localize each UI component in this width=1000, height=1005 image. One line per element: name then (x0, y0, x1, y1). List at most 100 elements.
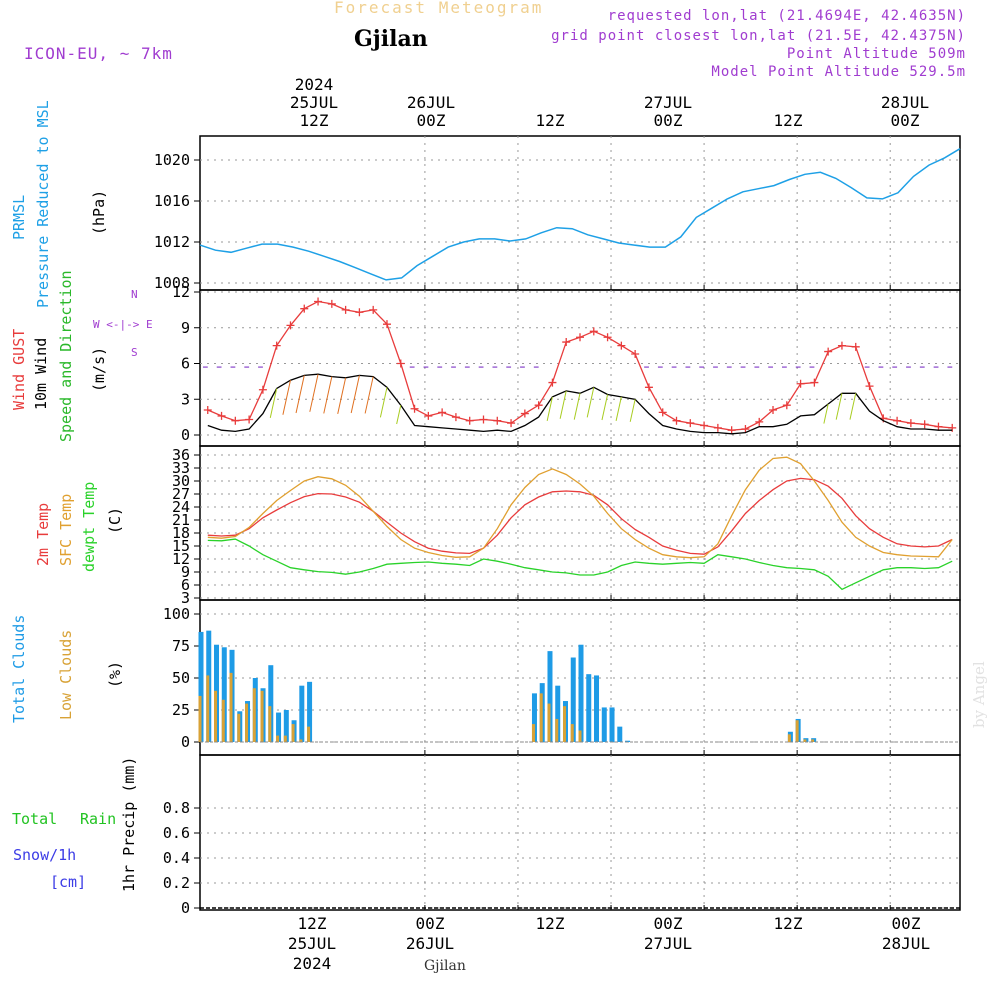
wind-direction-arrow (629, 399, 636, 422)
y-tick-label: 0.4 (163, 849, 190, 867)
gust-point-marker (286, 321, 295, 330)
gust-point-marker (755, 417, 764, 426)
y-tick-label: 1020 (154, 151, 190, 169)
y-tick-label: 9 (181, 563, 190, 581)
wind-direction-arrow (396, 405, 402, 425)
pressure-label: PRMSL (10, 194, 28, 240)
y-tick-label: 27 (172, 485, 190, 503)
low-cloud-bar (276, 735, 280, 742)
gust-point-marker (851, 342, 860, 351)
gust-point-marker (727, 426, 736, 435)
low-cloud-bar (291, 724, 295, 742)
gust-point-marker (865, 382, 874, 391)
total-cloud-bar (601, 707, 607, 742)
gust-point-marker (617, 341, 626, 350)
gust-point-marker (382, 320, 391, 329)
location-title: Gjilan (354, 26, 428, 52)
y-tick-label: 24 (172, 498, 190, 516)
top-axis-label: 12Z (773, 111, 803, 130)
total-cloud-bar (609, 707, 615, 742)
model-name: ICON-EU, ~ 7km (24, 44, 173, 63)
bottom-axis-label: 00Z 26JUL (405, 914, 455, 953)
point-altitude: Point Altitude 509m (786, 46, 966, 62)
gust-point-marker (327, 299, 336, 308)
snow-unit: [cm] (50, 873, 87, 891)
gust-point-marker (644, 383, 653, 392)
top-axis-label: 12Z (535, 111, 565, 130)
gust-point-marker (203, 405, 212, 414)
gust-point-marker (341, 305, 350, 314)
low-cloud-bar (539, 693, 543, 742)
gust-point-marker (672, 416, 681, 425)
wind-direction-arrow (559, 390, 567, 419)
dewpoint-label: dewpt Temp (80, 481, 98, 572)
y-tick-label: 50 (172, 669, 190, 687)
wind-direction-arrow (615, 396, 622, 422)
y-tick-label: 100 (163, 605, 190, 623)
low-cloud-bar (307, 726, 311, 742)
low-cloud-bar (562, 706, 566, 742)
y-tick-label: 25 (172, 701, 190, 719)
sfc-temp-series-line (207, 456, 953, 559)
total-cloud-bar (547, 651, 553, 742)
gust-point-marker (934, 422, 943, 431)
snow-label: Snow/1h (13, 846, 77, 864)
pressure-series-line (199, 148, 961, 281)
low-cloud-bar (795, 720, 799, 742)
y-tick-label: 36 (172, 446, 190, 464)
low-cloud-bar (229, 672, 233, 742)
y-tick-label: 9 (181, 319, 190, 337)
dewpt-temp-series-line (207, 538, 953, 591)
temp-unit: (C) (106, 506, 124, 534)
total-cloud-bar (299, 685, 305, 742)
t2m-label: 2m Temp (34, 502, 52, 566)
gust-point-marker (769, 405, 778, 414)
temperature-frame (199, 445, 961, 601)
y-tick-label: 6 (181, 576, 190, 594)
y-tick-label: 0 (181, 899, 190, 917)
total-cloud-bar (198, 631, 204, 742)
wind-direction-arrow (295, 375, 305, 414)
gust-point-marker (603, 333, 612, 342)
wind-direction-arrow (323, 376, 333, 414)
gust-point-marker (424, 411, 433, 420)
pressure-unit: (hPa) (90, 189, 108, 235)
low-cloud-bar (811, 739, 815, 742)
total-cloud-bar (307, 681, 313, 742)
wind-direction-arrow (823, 403, 829, 424)
gust-point-marker (948, 423, 957, 432)
wind-unit: (m/s) (90, 346, 108, 392)
compass-s: S (131, 346, 138, 359)
gust-point-marker (686, 419, 695, 428)
2m-temp-series-line (207, 477, 953, 555)
gust-point-marker (576, 333, 584, 342)
gust-point-marker (631, 349, 640, 358)
wind-direction-arrow (269, 388, 278, 418)
wind-gust-series-line (207, 300, 953, 431)
gust-point-marker (589, 327, 598, 336)
top-axis-label: 26JUL 00Z (406, 93, 456, 130)
pressure-frame (199, 135, 961, 291)
gust-point-marker (906, 419, 915, 428)
low-cloud-bar (245, 703, 249, 742)
wind-gust-label: Wind GUST (10, 328, 28, 410)
clouds-panel: 0 25 50 75 100 (163, 599, 961, 756)
wind-direction-arrow (282, 380, 291, 415)
pressure-label-long: Pressure Reduced to MSL (34, 100, 52, 308)
10m-wind-series-line (207, 373, 953, 435)
bottom-axis-label: 00Z 27JUL (643, 914, 693, 953)
low-cloud-bar (221, 699, 225, 742)
wind-direction-arrow (350, 375, 360, 414)
low-cloud-bar (283, 735, 287, 742)
y-tick-label: 3 (181, 589, 190, 607)
y-tick-label: 21 (172, 511, 190, 529)
wind-direction-arrow (601, 394, 609, 421)
y-tick-label: 33 (172, 459, 190, 477)
y-tick-label: 1008 (154, 274, 190, 292)
gust-point-marker (451, 413, 460, 422)
wind-direction-arrow (586, 387, 595, 418)
gust-point-marker (658, 408, 667, 417)
gust-point-marker (438, 408, 447, 417)
y-tick-label: 0 (181, 733, 190, 751)
